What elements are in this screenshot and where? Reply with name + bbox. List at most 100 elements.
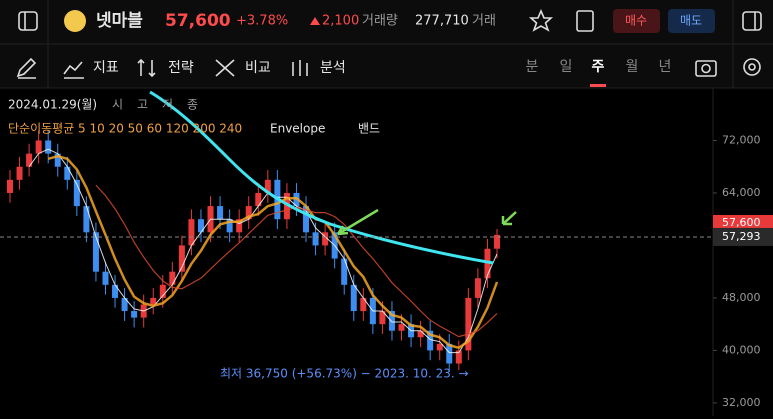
candle-body: [465, 297, 472, 351]
period-button[interactable]: 일: [560, 59, 573, 75]
candle-body: [217, 206, 224, 220]
amount-label: 거래: [472, 14, 496, 29]
stock-logo: [64, 10, 86, 32]
tool-button[interactable]: 비교: [245, 60, 271, 76]
candle-body: [341, 258, 348, 285]
legend-envelope: Envelope: [270, 122, 325, 136]
candle-body: [283, 192, 290, 220]
tool-button[interactable]: 전략: [168, 60, 194, 76]
price: 57,600: [165, 11, 231, 31]
period-button[interactable]: 년: [659, 59, 672, 75]
favorite[interactable]: [528, 8, 554, 32]
draw-icon[interactable]: [16, 57, 37, 79]
candle-body: [303, 206, 310, 233]
candle-body: [494, 234, 500, 249]
candle-body: [388, 311, 395, 331]
candle-body: [131, 311, 138, 318]
last-price-tag: [713, 227, 773, 246]
arrow-marker: [336, 208, 379, 236]
candle-body: [26, 153, 33, 167]
sell-label: 매도: [680, 14, 702, 28]
tool-button[interactable]: 분석: [320, 60, 346, 76]
candle-body: [188, 219, 195, 246]
low-annotation: 최저 36,750 (+56.73%) − 2023. 10. 23. →: [220, 367, 469, 381]
candle-body: [73, 179, 80, 207]
last-price-label: 57,293: [722, 230, 761, 243]
sidebar-icon[interactable]: [18, 11, 38, 31]
buy-label: 매수: [625, 14, 647, 28]
y-tick-label: 32,000: [722, 396, 761, 409]
candle-body: [45, 140, 52, 154]
candle-body: [16, 166, 23, 180]
moving-average: [95, 184, 498, 338]
candle-body: [236, 219, 243, 233]
moving-average: [47, 154, 499, 350]
ohlc-label: 고: [137, 98, 148, 112]
ohlc-label: 종: [187, 98, 198, 112]
candle-body: [226, 219, 233, 233]
stock-name: 넷마블: [96, 11, 143, 31]
candle-body: [436, 343, 443, 351]
candle-body: [121, 297, 128, 312]
candle-body: [322, 232, 329, 246]
active-underline: [590, 84, 606, 87]
strategy-icon: [137, 58, 156, 78]
camera[interactable]: [695, 60, 717, 77]
date-label: 2024.01.29(월): [8, 98, 97, 112]
price-tag-label: 57,600: [722, 216, 761, 229]
candle-body: [446, 343, 453, 364]
candle-body: [83, 206, 90, 233]
candle-body: [474, 278, 481, 298]
buy-button[interactable]: [613, 9, 660, 33]
compare-icon: [215, 59, 235, 77]
settings: [748, 63, 756, 71]
candle-body: [150, 297, 157, 305]
arrow-marker: [501, 211, 517, 226]
candle-body: [92, 232, 99, 272]
candle-body: [312, 232, 319, 246]
candle-body: [197, 219, 204, 233]
volume-label: 거래량: [362, 14, 398, 29]
candle-body: [360, 297, 367, 312]
candle-body: [455, 350, 462, 364]
candle-body: [245, 206, 252, 220]
period-button[interactable]: 분: [526, 59, 539, 75]
ohlc-label: 시: [112, 98, 123, 112]
y-tick-label: 72,000: [722, 133, 761, 146]
price-tag: [713, 214, 773, 231]
candle-body: [398, 324, 405, 331]
camera: [701, 63, 711, 74]
candle-body: [427, 330, 434, 351]
moving-average-line: [149, 90, 494, 265]
candle-body: [379, 311, 386, 325]
y-tick-label: 48,000: [722, 291, 761, 304]
candle-body: [64, 166, 71, 180]
moving-average: [28, 148, 498, 354]
legend-ma: 단순이동평균 5 10 20 50 60 120 200 240: [8, 122, 242, 136]
period-button[interactable]: 주: [592, 59, 605, 75]
sell-button[interactable]: [668, 9, 715, 33]
settings[interactable]: [743, 58, 761, 76]
legend-band: 밴드: [358, 122, 380, 136]
candle-body: [264, 179, 271, 193]
panel-icon[interactable]: [742, 11, 762, 31]
change-pct: +3.78%: [236, 14, 288, 29]
candle-body: [159, 284, 166, 298]
period-button[interactable]: 월: [626, 59, 639, 75]
memo[interactable]: [576, 10, 594, 32]
candle-body: [255, 192, 262, 207]
y-tick-label: 40,000: [722, 343, 761, 356]
volume: 277,710: [415, 14, 469, 29]
tool-button[interactable]: 지표: [93, 60, 119, 76]
chart: [7, 130, 500, 372]
candle-body: [112, 284, 119, 298]
candle-body: [35, 140, 42, 154]
candle-body: [102, 271, 109, 285]
candle-body: [417, 330, 424, 338]
analysis-icon: [292, 60, 308, 76]
candle-body: [178, 245, 185, 272]
ohlc-label: 저: [162, 98, 173, 112]
y-tick-label: 64,000: [722, 186, 761, 199]
up-arrow: [310, 17, 320, 25]
